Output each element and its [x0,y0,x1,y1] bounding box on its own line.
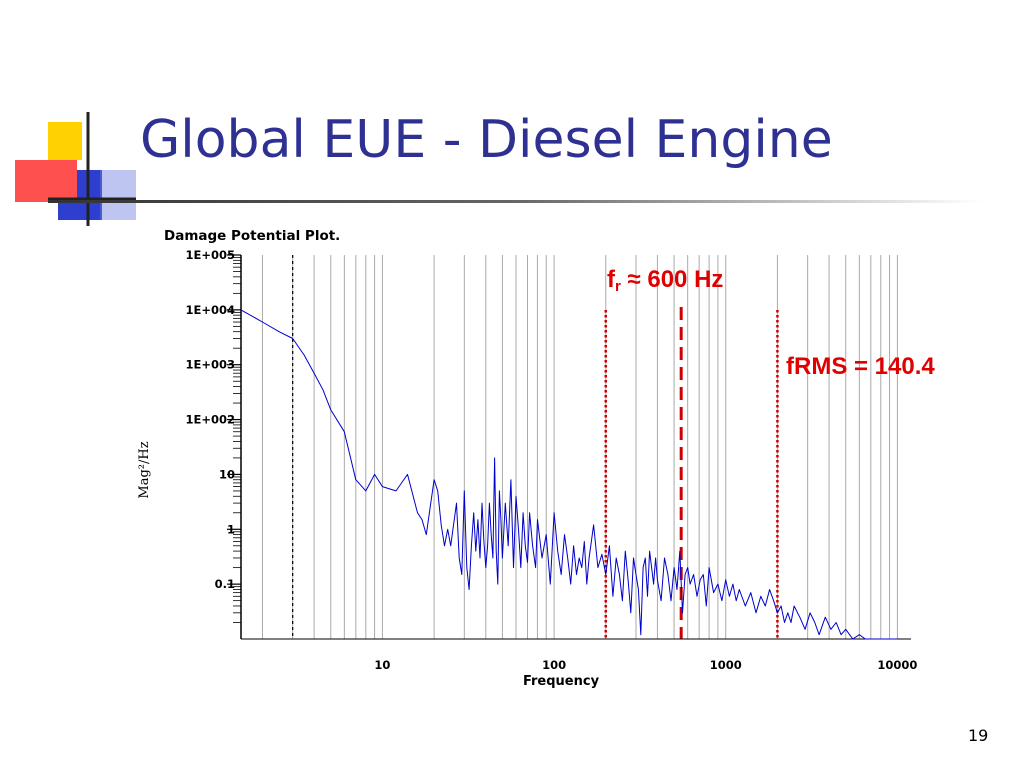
series-layer [240,309,898,640]
y-tick-label: 1E+002 [186,413,236,427]
y-tick-label: 1 [227,522,235,536]
fr-subscript: r [615,278,621,295]
page-number: 19 [968,726,989,745]
y-axis-label: Mag²/Hz [137,441,152,498]
frms-annotation: fRMS = 140.4 [786,353,935,380]
y-tick-label: 1E+003 [186,358,236,372]
decor-red-square [15,160,77,202]
slide-title: Global EUE - Diesel Engine [140,110,833,170]
decor-blue-fade [100,170,136,220]
slide-decoration [15,112,136,226]
x-axis-label: Frequency [523,674,600,689]
decor-yellow-square [48,122,82,160]
y-tick-label: 1E+005 [186,248,236,262]
x-tick-label: 10000 [877,658,917,672]
y-tick-label: 0.1 [215,577,235,591]
y-tick-label: 10 [219,467,235,481]
x-tick-label: 1000 [710,658,742,672]
title-underline [48,200,983,203]
x-tick-label: 100 [542,658,566,672]
damage-potential-series-line [240,309,898,640]
damage-potential-chart: Damage Potential Plot. 1E+0051E+0041E+00… [137,228,918,689]
x-tick-label: 10 [374,658,390,672]
grid-layer [261,255,898,639]
marker-layer [292,255,779,639]
y-tick-label: 1E+004 [186,303,236,317]
fr-value: ≈ 600 Hz [620,266,724,293]
fr-base: f [607,266,615,293]
chart-title: Damage Potential Plot. [164,228,340,244]
resonance-frequency-annotation: fr ≈ 600 Hz [607,266,723,295]
axis-layer: 1E+005 1E+004 1E+003 1E+002 10 1 0.1 10 100 1000 1… [186,248,918,672]
